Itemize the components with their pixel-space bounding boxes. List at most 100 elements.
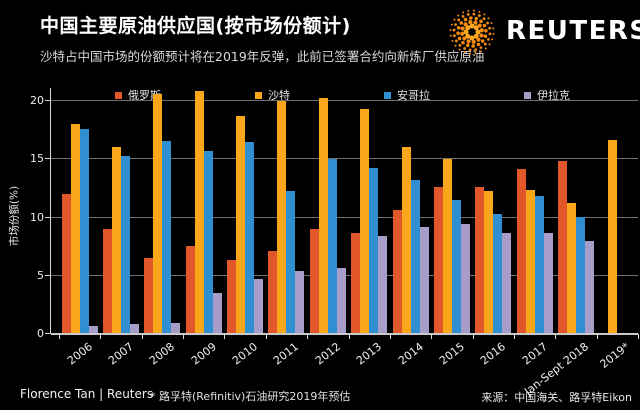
legend-label: 伊拉克 [537, 89, 570, 102]
bar [360, 109, 370, 333]
bar-group [183, 90, 224, 333]
bar [351, 232, 361, 333]
bar [194, 90, 204, 333]
bar [203, 151, 213, 333]
y-tick-label: 20 [30, 94, 44, 107]
bar [584, 240, 594, 333]
bar [254, 279, 264, 333]
footnote: * 路孚特(Refinitiv)石油研究2019年预估 [150, 390, 351, 403]
x-tick [265, 334, 267, 339]
bar [112, 146, 122, 333]
plot-area [51, 90, 638, 335]
legend-item: 俄罗斯 [115, 87, 161, 103]
bar [227, 259, 237, 333]
bar-group [100, 100, 141, 333]
bar-group [307, 97, 348, 333]
gridline [51, 158, 638, 160]
x-tick-label: 2007 [105, 340, 137, 368]
bar-group [431, 100, 472, 333]
bar [309, 229, 319, 333]
x-tick [307, 334, 309, 339]
bar [327, 159, 337, 333]
bar [608, 139, 618, 333]
x-tick [59, 334, 60, 339]
x-tick-label: 2016 [478, 340, 509, 368]
bar [121, 155, 131, 333]
y-tick-label: 15 [30, 152, 44, 166]
bar-group [555, 100, 596, 333]
bar [410, 180, 420, 333]
x-tick [638, 334, 639, 339]
bar [378, 236, 388, 333]
legend-item: 安哥拉 [384, 87, 430, 103]
x-tick [513, 334, 515, 339]
bar-group [224, 100, 265, 333]
bar [103, 229, 113, 333]
bar [401, 146, 411, 333]
bar [277, 101, 287, 333]
bar [557, 160, 567, 333]
page-subtitle: 沙特占中国市场的份额预计将在2019年反弹，此前已签署合约向新炼厂供应原油 [40, 49, 485, 64]
legend-label: 俄罗斯 [128, 89, 161, 102]
legend-swatch [384, 91, 391, 99]
x-tick-label: 2006 [64, 340, 95, 368]
x-tick-label: 2014 [395, 340, 426, 368]
bar [460, 223, 470, 333]
legend-swatch [524, 91, 531, 99]
bar-group [142, 94, 183, 333]
y-tick-mark [45, 333, 50, 334]
bar [433, 187, 443, 333]
bar-group [349, 100, 390, 333]
bar [171, 322, 181, 333]
bar [153, 94, 163, 333]
x-tick [431, 334, 433, 339]
bar-group [473, 100, 514, 333]
x-tick-label: 2019* [597, 340, 633, 371]
x-tick-label: 2015 [436, 340, 467, 368]
legend-item: 伊拉克 [524, 87, 570, 103]
x-tick [348, 334, 350, 339]
bar [575, 216, 585, 333]
x-tick [141, 334, 143, 339]
bar [144, 258, 154, 333]
chart-legend: 俄罗斯 沙特 安哥拉 伊拉克 [115, 87, 570, 103]
author-credit: Florence Tan | Reuters [20, 387, 154, 401]
bar [245, 141, 255, 333]
bar [392, 209, 402, 333]
bar [185, 245, 195, 333]
bar [318, 97, 328, 333]
bar-group [266, 100, 307, 333]
x-tick [183, 334, 185, 339]
bar [525, 189, 535, 333]
y-tick-mark [45, 216, 50, 218]
x-tick [472, 334, 474, 339]
bar [419, 227, 429, 333]
bar [534, 195, 544, 333]
bar [566, 202, 576, 333]
bar [502, 232, 512, 333]
reuters-wordmark: REUTERS [506, 16, 640, 46]
bar [286, 190, 296, 333]
x-tick [596, 334, 598, 339]
bar [336, 267, 346, 333]
y-tick-label: 0 [37, 327, 44, 340]
source-note: 来源：中国海关、路孚特Eikon [481, 391, 632, 404]
gridline [51, 216, 638, 218]
legend-swatch [115, 91, 122, 99]
x-tick-label: 2010 [230, 340, 261, 368]
y-axis-line [50, 88, 51, 334]
bar [493, 214, 503, 333]
reuters-logo-icon [449, 9, 495, 55]
bar [475, 187, 485, 333]
x-tick-label: 2011 [271, 340, 302, 368]
bar [451, 200, 461, 333]
bar [212, 293, 222, 333]
y-tick-mark [45, 100, 50, 101]
bar [369, 167, 379, 333]
bar [543, 232, 553, 333]
y-tick-label: 5 [37, 268, 44, 282]
bar [516, 168, 526, 333]
bar [484, 190, 494, 333]
legend-label: 安哥拉 [397, 89, 430, 102]
bar [268, 251, 278, 333]
